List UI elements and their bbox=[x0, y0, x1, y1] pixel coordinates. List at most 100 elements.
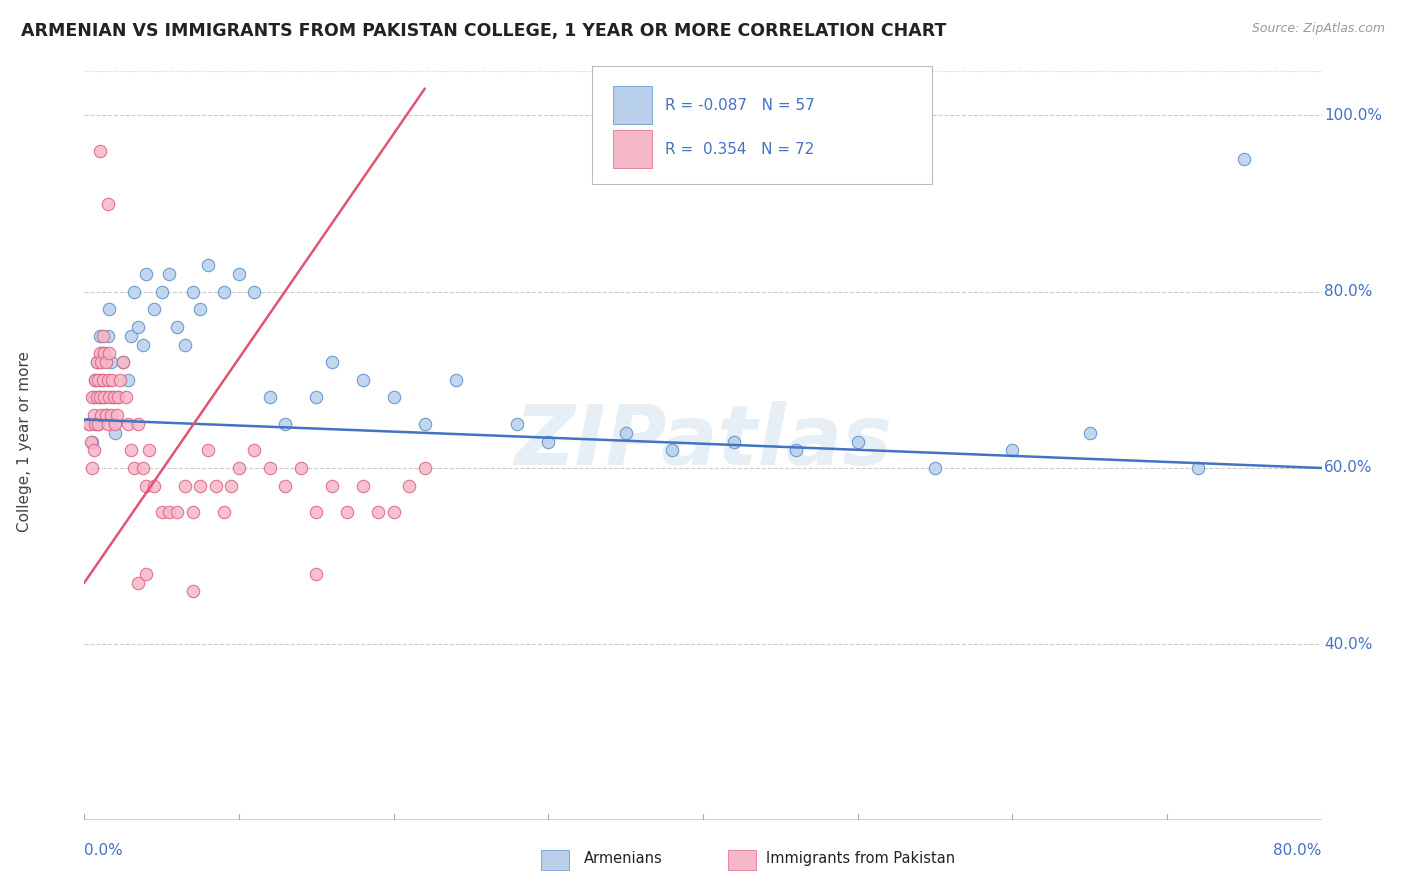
Point bbox=[96, 328, 118, 343]
Point bbox=[122, 285, 145, 299]
Point bbox=[77, 417, 100, 431]
Point bbox=[188, 478, 211, 492]
Point bbox=[305, 505, 328, 519]
Text: Immigrants from Pakistan: Immigrants from Pakistan bbox=[766, 851, 956, 865]
Point bbox=[91, 346, 114, 360]
Point bbox=[96, 373, 118, 387]
Point bbox=[117, 417, 139, 431]
Point bbox=[166, 320, 188, 334]
Point bbox=[117, 373, 139, 387]
Point bbox=[127, 575, 149, 590]
Point bbox=[77, 417, 100, 431]
Point bbox=[188, 302, 211, 317]
Point bbox=[87, 417, 110, 431]
Point bbox=[91, 373, 114, 387]
Text: R = -0.087   N = 57: R = -0.087 N = 57 bbox=[665, 98, 814, 112]
Point bbox=[98, 391, 121, 405]
Point bbox=[82, 391, 104, 405]
Point bbox=[82, 434, 104, 449]
Point bbox=[367, 505, 389, 519]
Point bbox=[112, 355, 135, 369]
Point bbox=[122, 461, 145, 475]
Point bbox=[96, 196, 118, 211]
Point bbox=[93, 391, 115, 405]
Point bbox=[115, 391, 138, 405]
Point bbox=[100, 408, 122, 422]
Point bbox=[228, 461, 250, 475]
Point bbox=[82, 461, 104, 475]
Point bbox=[243, 285, 266, 299]
Point bbox=[181, 505, 204, 519]
Point bbox=[352, 478, 374, 492]
Point bbox=[321, 355, 343, 369]
Point bbox=[101, 391, 124, 405]
Point bbox=[108, 373, 131, 387]
Point bbox=[104, 425, 127, 440]
Point bbox=[79, 434, 101, 449]
Point bbox=[413, 461, 436, 475]
Point bbox=[1001, 443, 1024, 458]
Point bbox=[135, 267, 157, 281]
Point bbox=[259, 391, 281, 405]
Text: R =  0.354   N = 72: R = 0.354 N = 72 bbox=[665, 142, 814, 157]
Point bbox=[785, 443, 807, 458]
Point bbox=[243, 443, 266, 458]
Point bbox=[100, 355, 122, 369]
Point bbox=[150, 285, 173, 299]
Point bbox=[120, 443, 142, 458]
Point bbox=[159, 505, 180, 519]
Text: Source: ZipAtlas.com: Source: ZipAtlas.com bbox=[1251, 22, 1385, 36]
Bar bbox=[613, 86, 652, 125]
Point bbox=[398, 478, 420, 492]
Point bbox=[89, 144, 111, 158]
Point bbox=[1233, 153, 1256, 167]
Point bbox=[93, 391, 115, 405]
Point bbox=[382, 505, 405, 519]
Text: Armenians: Armenians bbox=[583, 851, 662, 865]
Text: 80.0%: 80.0% bbox=[1274, 843, 1322, 858]
Point bbox=[537, 434, 560, 449]
Point bbox=[86, 355, 108, 369]
Point bbox=[290, 461, 312, 475]
Point bbox=[112, 355, 135, 369]
Point bbox=[94, 355, 117, 369]
Point bbox=[174, 478, 197, 492]
Point bbox=[91, 328, 114, 343]
Point bbox=[219, 478, 242, 492]
Point bbox=[93, 346, 115, 360]
Point bbox=[84, 373, 107, 387]
Point bbox=[105, 408, 128, 422]
Point bbox=[205, 478, 228, 492]
Point bbox=[614, 425, 637, 440]
Point bbox=[96, 417, 118, 431]
Point bbox=[305, 566, 328, 581]
Point bbox=[87, 417, 110, 431]
Text: 0.0%: 0.0% bbox=[84, 843, 124, 858]
Point bbox=[150, 505, 173, 519]
Point bbox=[135, 566, 157, 581]
Point bbox=[181, 584, 204, 599]
Point bbox=[846, 434, 869, 449]
Point bbox=[94, 408, 117, 422]
Point bbox=[90, 355, 112, 369]
Point bbox=[89, 391, 111, 405]
Point bbox=[723, 434, 745, 449]
Point bbox=[86, 355, 108, 369]
Point bbox=[197, 258, 219, 272]
Point bbox=[506, 417, 529, 431]
Point bbox=[1187, 461, 1209, 475]
Point bbox=[107, 391, 129, 405]
Point bbox=[924, 461, 946, 475]
Point bbox=[89, 391, 111, 405]
Point bbox=[87, 373, 110, 387]
Point bbox=[174, 337, 197, 351]
Point bbox=[86, 391, 108, 405]
Point bbox=[274, 417, 297, 431]
Point bbox=[413, 417, 436, 431]
FancyBboxPatch shape bbox=[592, 66, 932, 184]
Point bbox=[661, 443, 683, 458]
Point bbox=[181, 285, 204, 299]
Point bbox=[98, 346, 121, 360]
Point bbox=[143, 478, 166, 492]
Point bbox=[104, 417, 127, 431]
